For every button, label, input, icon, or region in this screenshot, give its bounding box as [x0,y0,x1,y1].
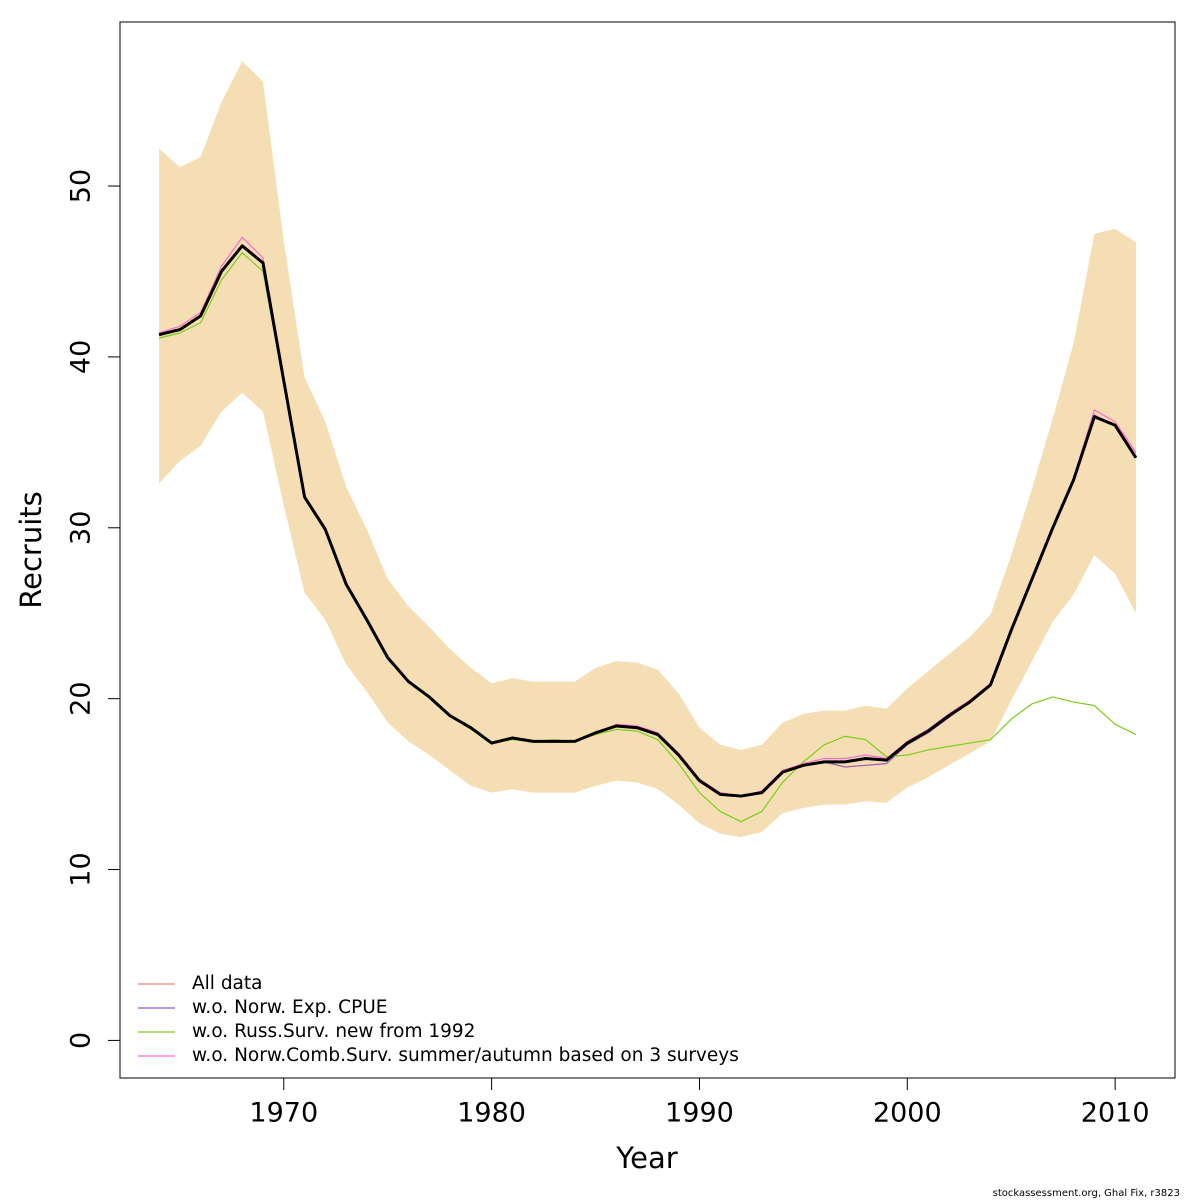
y-tick-label: 20 [66,681,97,715]
legend-label: All data [192,973,263,994]
y-axis-title: Recruits [14,491,48,608]
x-tick-label: 2010 [1081,1098,1150,1129]
legend-label: w.o. Norw. Exp. CPUE [192,997,387,1018]
y-tick-label: 10 [66,852,97,886]
x-tick-label: 1980 [457,1098,526,1129]
legend-label: w.o. Russ.Surv. new from 1992 [192,1021,475,1042]
x-tick-label: 1970 [249,1098,318,1129]
footer: stockassessment.org, Ghal Fix, r3823 [993,1188,1180,1199]
x-tick-label: 2000 [873,1098,942,1129]
confidence-band [159,61,1136,838]
plot-frame [119,21,1176,1079]
estimate-line [158,244,1138,798]
legend-label: w.o. Norw.Comb.Surv. summer/autumn based… [192,1045,739,1066]
y-tick-label: 0 [66,1032,97,1049]
y-tick-label: 30 [66,511,97,545]
x-tick-label: 1990 [665,1098,734,1129]
y-tick-label: 40 [66,340,97,374]
x-axis-title: Year [615,1141,677,1175]
y-tick-label: 50 [66,169,97,203]
